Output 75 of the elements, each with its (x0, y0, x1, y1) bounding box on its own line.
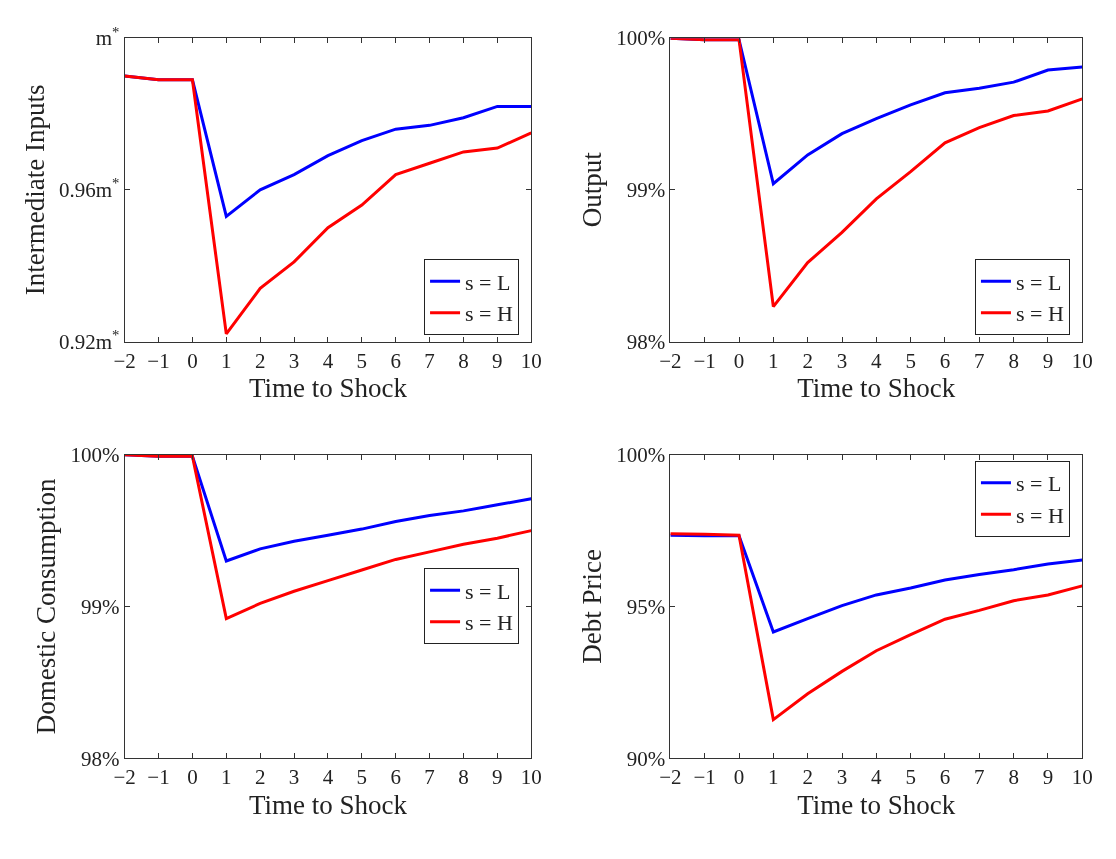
y-axis-title: Domestic Consumption (31, 478, 62, 735)
x-tick-label: 10 (520, 348, 542, 373)
x-axis-title: Time to Shock (248, 373, 408, 404)
legend-label: s = H (465, 301, 514, 327)
x-tick-label: 9 (1042, 348, 1054, 373)
x-tick-label: 10 (1071, 765, 1093, 790)
x-tick-label: −1 (693, 765, 716, 790)
y-axis-title: Output (577, 151, 608, 228)
x-tick-label: 1 (221, 765, 232, 790)
x-axis-title: Time to Shock (248, 789, 408, 820)
x-tick-label: 5 (356, 348, 368, 373)
x-tick-label: 9 (492, 765, 503, 790)
legend-label: s = L (465, 269, 511, 295)
legend-label: s = H (465, 610, 514, 636)
x-tick-label: 5 (905, 765, 916, 790)
x-tick-label: 0 (187, 348, 198, 373)
x-tick-label: −1 (693, 348, 716, 373)
line-series (124, 74, 532, 336)
x-tick-label: 8 (1008, 765, 1019, 790)
x-tick-label: 5 (356, 765, 368, 790)
x-tick-label: 3 (288, 765, 300, 790)
x-tick-label: 4 (871, 765, 883, 790)
x-tick-label: 10 (520, 765, 542, 790)
line-series (670, 532, 1083, 722)
y-tick-label: 99% (80, 594, 120, 619)
x-tick-label: 2 (802, 348, 813, 373)
y-tick-label: 95% (626, 594, 666, 619)
x-tick-label: −1 (147, 765, 170, 790)
x-tick-label: 7 (974, 348, 985, 373)
x-tick-label: 2 (254, 348, 266, 373)
legend-label: s = H (1015, 301, 1064, 327)
x-tick-label: 6 (390, 765, 401, 790)
x-tick-label: 9 (492, 348, 503, 373)
x-tick-label: 8 (1008, 348, 1019, 373)
line-series (670, 38, 1083, 309)
x-tick-label: 8 (458, 348, 469, 373)
legend-label: s = L (1015, 471, 1062, 497)
x-tick-label: 2 (802, 765, 813, 790)
x-tick-label: 1 (221, 348, 232, 373)
x-tick-label: 3 (836, 348, 848, 373)
x-tick-label: −1 (147, 348, 170, 373)
x-tick-label: 7 (424, 348, 435, 373)
y-tick-label: 100% (616, 26, 666, 51)
x-tick-label: 8 (458, 765, 469, 790)
y-tick-label: 0.96m$^{*}$ (59, 175, 120, 203)
y-tick-label: 100% (616, 443, 666, 468)
x-tick-label: 3 (836, 765, 848, 790)
x-tick-label: 7 (974, 765, 985, 790)
x-tick-label: 10 (1071, 348, 1093, 373)
y-tick-label: m$^{*}$ (95, 23, 120, 51)
x-tick-label: 1 (768, 765, 779, 790)
legend-label: s = H (1015, 502, 1064, 528)
legend-label: s = L (1015, 269, 1062, 295)
x-tick-label: 0 (733, 765, 745, 790)
x-tick-label: 2 (254, 765, 266, 790)
x-tick-label: 4 (871, 348, 883, 373)
y-tick-label: 99% (626, 178, 666, 203)
x-tick-label: 6 (390, 348, 401, 373)
x-tick-label: 3 (288, 348, 300, 373)
x-tick-label: 4 (322, 765, 334, 790)
x-tick-label: 7 (424, 765, 435, 790)
x-tick-label: 0 (733, 348, 745, 373)
x-tick-label: 9 (1042, 765, 1054, 790)
y-tick-label: 100% (70, 443, 120, 468)
x-tick-label: 0 (187, 765, 198, 790)
x-tick-label: 5 (905, 348, 916, 373)
x-tick-label: 1 (768, 348, 779, 373)
y-axis-title: Intermediate Inputs (20, 84, 51, 296)
x-axis-title: Time to Shock (797, 789, 956, 820)
legend-label: s = L (465, 578, 511, 604)
x-tick-label: 4 (322, 348, 334, 373)
x-tick-label: 6 (939, 765, 951, 790)
y-axis-title: Debt Price (577, 549, 608, 664)
x-tick-label: 6 (939, 348, 951, 373)
x-axis-title: Time to Shock (797, 373, 956, 404)
